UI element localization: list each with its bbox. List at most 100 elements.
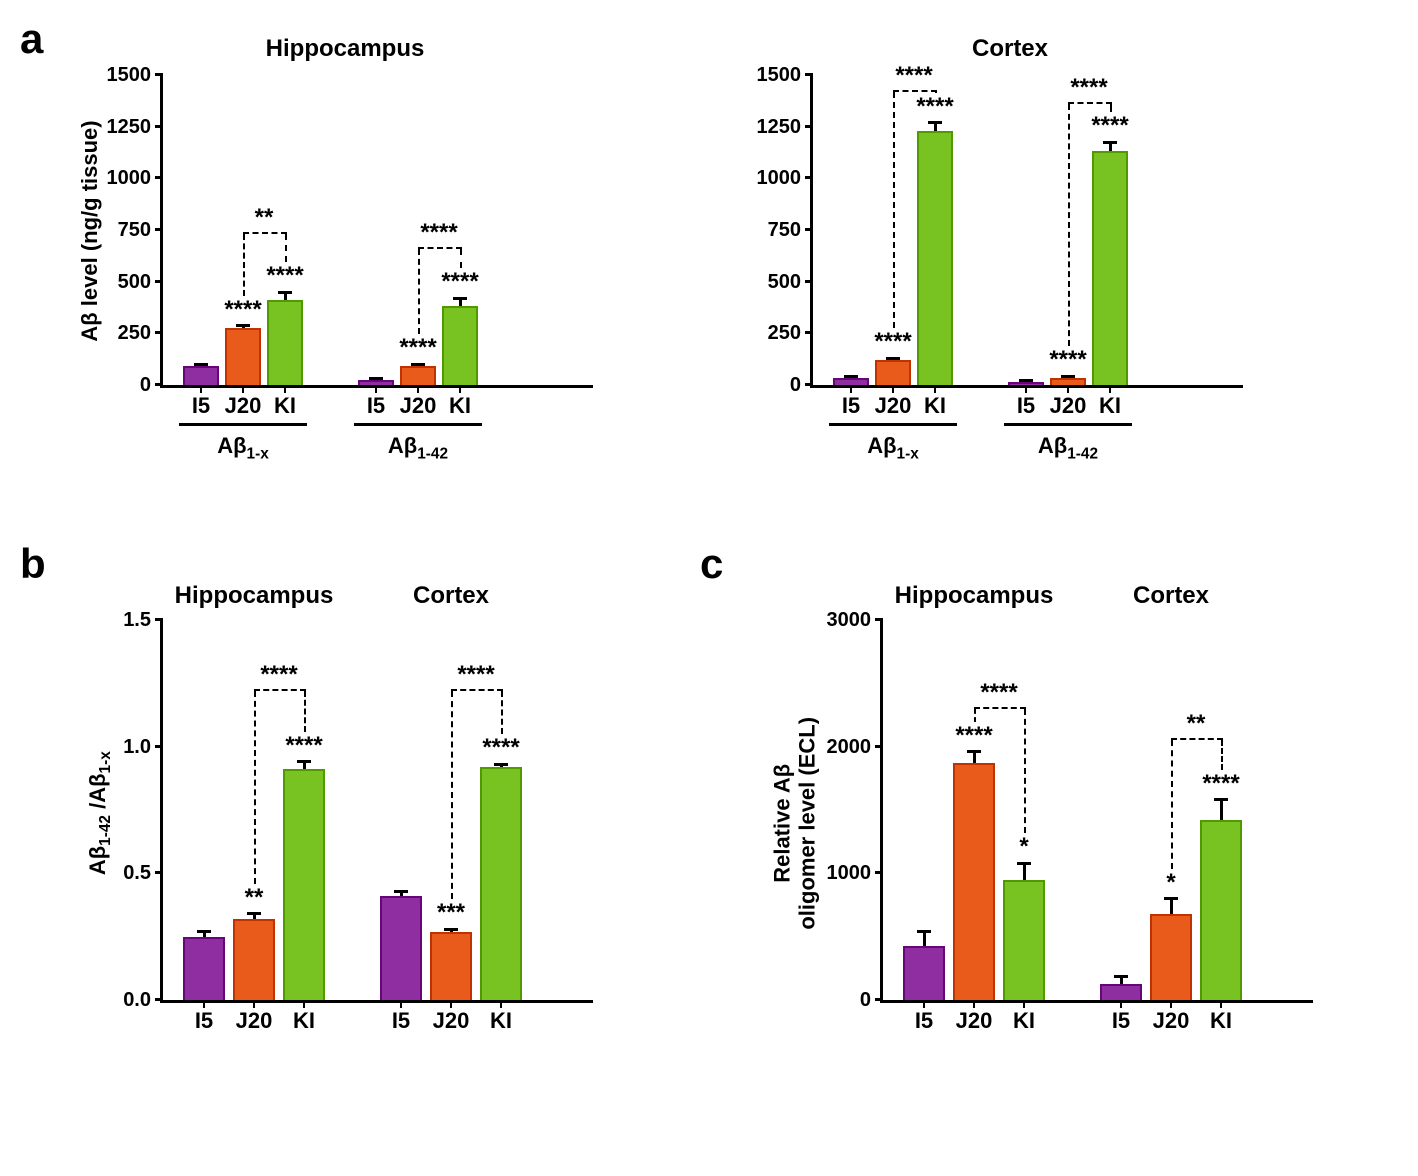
error-cap — [844, 375, 858, 378]
error-cap — [886, 357, 900, 360]
sig-bracket — [1221, 740, 1223, 770]
bar-KI — [1003, 880, 1045, 1000]
x-tick — [1220, 1000, 1222, 1008]
error-bar — [1170, 899, 1173, 914]
error-cap — [1019, 379, 1033, 382]
bar-KI — [1092, 151, 1128, 385]
error-cap — [1103, 141, 1117, 144]
y-tick — [805, 228, 813, 231]
sig-bracket — [935, 92, 937, 93]
x-tick — [1120, 1000, 1122, 1008]
y-tick-label: 1.5 — [91, 609, 151, 632]
sig-bracket — [1068, 104, 1070, 346]
x-tick — [973, 1000, 975, 1008]
significance-marker: **** — [239, 661, 319, 689]
error-cap — [917, 930, 931, 933]
y-tick — [155, 383, 163, 386]
y-tick-label: 1000 — [741, 167, 801, 190]
error-cap — [928, 121, 942, 124]
error-cap — [1214, 798, 1228, 801]
sig-bracket — [1171, 738, 1223, 740]
significance-marker: **** — [399, 219, 479, 247]
significance-marker: *** — [415, 899, 487, 927]
x-tick — [450, 1000, 452, 1008]
bar-J20 — [1150, 914, 1192, 1000]
error-bar — [1220, 800, 1223, 820]
y-tick — [805, 331, 813, 334]
x-tick — [400, 1000, 402, 1008]
y-tick — [155, 998, 163, 1001]
bar-J20 — [953, 763, 995, 1000]
x-tick — [203, 1000, 205, 1008]
significance-marker: **** — [252, 262, 318, 290]
x-tick — [1170, 1000, 1172, 1008]
error-cap — [197, 930, 211, 933]
group-label: Aβ1-42 — [354, 433, 482, 463]
sig-bracket — [243, 234, 245, 296]
bar-KI — [267, 300, 303, 385]
sig-bracket — [254, 689, 306, 691]
group-label: Aβ1-x — [829, 433, 957, 463]
error-cap — [194, 363, 208, 366]
x-tick — [1025, 385, 1027, 393]
chart-title: Cortex — [910, 35, 1110, 63]
chart-title: Hippocampus — [158, 582, 350, 610]
y-tick — [155, 73, 163, 76]
y-tick — [155, 871, 163, 874]
x-tick-label: KI — [1084, 393, 1136, 419]
panel-label-b: b — [20, 540, 46, 588]
x-tick — [892, 385, 894, 393]
error-bar — [973, 752, 976, 763]
sig-bracket — [501, 691, 503, 734]
bar-J20 — [1050, 378, 1086, 385]
y-tick-label: 0 — [811, 989, 871, 1012]
y-tick-label: 1250 — [741, 116, 801, 139]
y-tick — [155, 176, 163, 179]
x-tick — [1109, 385, 1111, 393]
y-tick — [155, 125, 163, 128]
sig-bracket — [285, 234, 287, 262]
group-line — [1004, 423, 1132, 426]
y-tick — [155, 280, 163, 283]
chart-title: Cortex — [355, 582, 547, 610]
bar-I5 — [1100, 984, 1142, 1000]
x-tick — [1023, 1000, 1025, 1008]
x-tick — [375, 385, 377, 393]
error-cap — [411, 363, 425, 366]
group-line — [354, 423, 482, 426]
bar-KI — [1200, 820, 1242, 1000]
bar-I5 — [903, 946, 945, 1000]
significance-marker: * — [1135, 869, 1207, 897]
sig-bracket — [451, 691, 453, 899]
y-tick — [875, 998, 883, 1001]
x-tick — [923, 1000, 925, 1008]
sig-bracket — [254, 691, 256, 884]
y-tick — [155, 618, 163, 621]
group-label: Aβ1-x — [179, 433, 307, 463]
error-bar — [923, 932, 926, 946]
y-tick — [155, 228, 163, 231]
chart-c: 0100020003000Hippocampus*********I5J20KI… — [880, 620, 1313, 1003]
significance-marker: **** — [465, 734, 537, 762]
y-tick-label: 1500 — [91, 64, 151, 87]
group-line — [179, 423, 307, 426]
y-tick-label: 0.0 — [91, 989, 151, 1012]
y-axis-label-b: Aβ1-42 /Aβ1-x — [85, 703, 115, 923]
y-tick — [805, 176, 813, 179]
chart-title: Hippocampus — [220, 35, 470, 63]
significance-marker: **** — [268, 732, 340, 760]
x-tick — [1067, 385, 1069, 393]
y-tick-label: 0 — [741, 374, 801, 397]
x-tick-label: KI — [275, 1008, 333, 1034]
y-tick — [875, 745, 883, 748]
bar-J20 — [430, 932, 472, 1000]
error-cap — [967, 750, 981, 753]
bar-J20 — [875, 360, 911, 385]
bar-KI — [442, 306, 478, 385]
bar-KI — [283, 769, 325, 1000]
x-tick — [459, 385, 461, 393]
bar-KI — [917, 131, 953, 385]
y-tick — [805, 383, 813, 386]
sig-bracket — [893, 90, 937, 92]
y-axis-label-c: Relative Aβoligomer level (ECL) — [770, 683, 821, 963]
